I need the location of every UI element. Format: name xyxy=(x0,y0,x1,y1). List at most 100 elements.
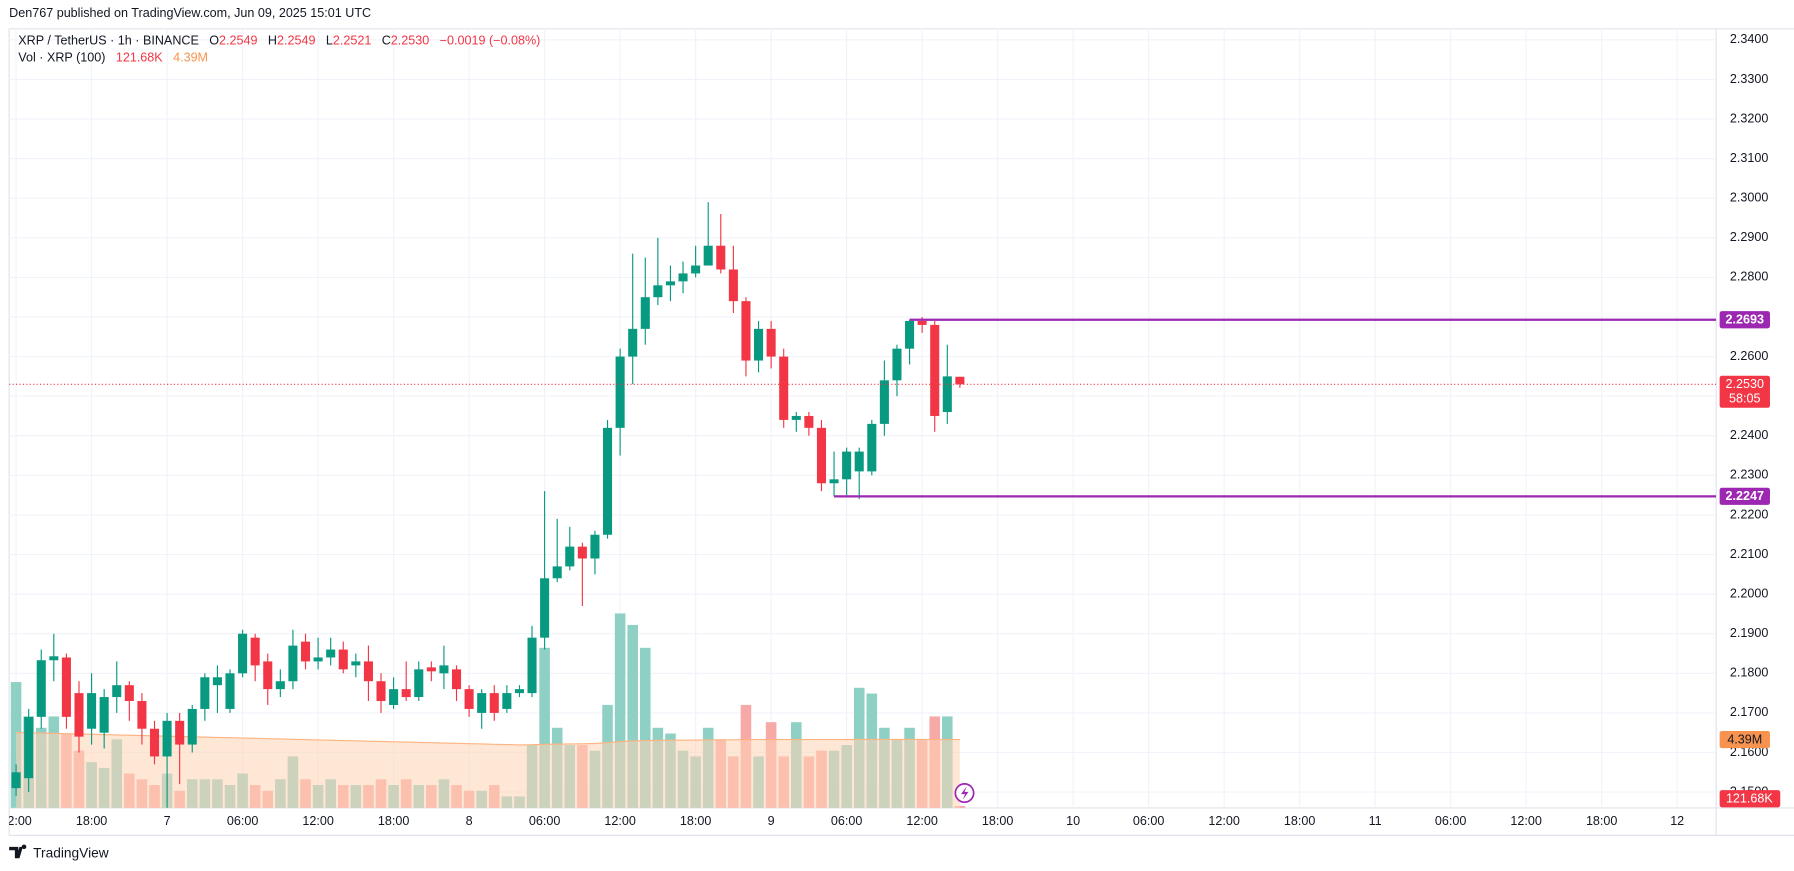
candle-body xyxy=(162,720,172,757)
candle-body xyxy=(24,716,34,779)
legend-value: 2.2530 xyxy=(391,34,429,48)
candle-body xyxy=(879,380,889,424)
x-tick-label: 18:00 xyxy=(378,814,409,828)
volume-ma-value: 4.39M xyxy=(1727,733,1762,747)
candle-body xyxy=(200,677,210,709)
y-tick-label: 2.3100 xyxy=(1730,151,1768,165)
candle-body xyxy=(401,689,411,698)
y-tick-label: 2.3200 xyxy=(1730,111,1768,125)
legend-key: L xyxy=(326,34,333,48)
x-tick-label: 06:00 xyxy=(1133,814,1164,828)
y-tick-label: 2.2000 xyxy=(1730,586,1768,600)
candle-body xyxy=(565,546,575,567)
x-tick-label: 06:00 xyxy=(831,814,862,828)
published-note: Den767 published on TradingView.com, Jun… xyxy=(9,6,371,20)
x-tick-label: 7 xyxy=(164,814,171,828)
candle-body xyxy=(854,451,864,472)
brand-logo xyxy=(9,844,27,859)
level-label-box xyxy=(1719,487,1770,505)
x-tick-label: 18:00 xyxy=(1586,814,1617,828)
y-tick-label: 2.1600 xyxy=(1730,745,1768,759)
y-tick-label: 2.2400 xyxy=(1730,428,1768,442)
candle-body xyxy=(640,297,650,329)
volume-bar xyxy=(614,613,626,808)
y-tick-label: 2.3000 xyxy=(1730,191,1768,205)
time-axis: 12:00 18:00 7 06:00 12:00 18:00 8 06:00 12:00 18:… xyxy=(0,814,1684,828)
candle-body xyxy=(149,728,160,757)
candle-body xyxy=(716,245,726,270)
x-tick-label: 12:00 xyxy=(0,814,31,828)
candle-body xyxy=(288,645,298,682)
y-tick-label: 2.1700 xyxy=(1730,705,1768,719)
legend-volume-value: 121.68K xyxy=(116,51,163,65)
last-price-box xyxy=(1719,375,1770,408)
x-tick-label: 12:00 xyxy=(604,814,635,828)
candle-body xyxy=(363,661,373,682)
candle-body xyxy=(955,376,965,385)
candle-body xyxy=(804,415,814,428)
candle-body xyxy=(124,685,134,702)
y-tick-label: 2.2800 xyxy=(1730,270,1768,284)
volume-bar xyxy=(539,647,550,808)
candle-body xyxy=(112,685,122,698)
candle-body xyxy=(74,693,84,737)
candle-body xyxy=(451,669,462,690)
x-tick-label: 18:00 xyxy=(680,814,711,828)
level-label: 2.2247 xyxy=(1726,489,1764,503)
x-tick-label: 12:00 xyxy=(302,814,333,828)
x-tick-label: 12:00 xyxy=(1510,814,1541,828)
candle-body xyxy=(389,689,399,705)
legend: XRP / TetherUS · 1h · BINANCE O2.2549 H2… xyxy=(18,34,540,65)
legend-volume-name: Vol · XRP (100) xyxy=(18,51,105,65)
candle-body xyxy=(439,665,449,674)
x-tick-label: 8 xyxy=(466,814,473,828)
legend-volume-ma: 4.39M xyxy=(173,51,208,65)
x-tick-label: 10 xyxy=(1066,814,1080,828)
x-tick-label: 12:00 xyxy=(906,814,937,828)
legend-symbol: XRP / TetherUS · 1h · BINANCE xyxy=(18,34,199,48)
price-pane xyxy=(9,202,1717,808)
last-price-label: 2.2530 xyxy=(1726,377,1764,391)
candle-body xyxy=(238,633,248,674)
candle-body xyxy=(351,661,361,666)
candle-body xyxy=(842,451,852,480)
candle-body xyxy=(212,677,222,686)
y-tick-label: 2.1900 xyxy=(1730,626,1768,640)
countdown-label: 58:05 xyxy=(1729,391,1760,405)
candle-body xyxy=(275,681,285,690)
candle-body xyxy=(577,546,587,559)
candle-body xyxy=(300,641,311,662)
volume-bar xyxy=(954,806,966,808)
alert-icon[interactable] xyxy=(954,783,975,804)
candle-body xyxy=(628,328,638,357)
candle-body xyxy=(49,656,59,661)
candle-body xyxy=(426,667,436,672)
level-label-box xyxy=(1719,311,1770,329)
candle-body xyxy=(514,689,524,694)
y-tick-label: 2.2900 xyxy=(1730,230,1768,244)
candle-body xyxy=(61,657,71,717)
legend-key: O xyxy=(209,34,219,48)
candle-body xyxy=(225,673,235,709)
candle-body xyxy=(892,348,902,381)
volume-ma-area xyxy=(16,732,960,808)
legend-change: −0.0019 (−0.08%) xyxy=(440,34,541,48)
volume-bar xyxy=(10,682,22,808)
legend-volume: Vol · XRP (100) 121.68K 4.39M xyxy=(18,51,208,65)
candle-body xyxy=(653,285,663,298)
candle-body xyxy=(87,693,97,729)
candle-body xyxy=(250,637,260,666)
volume-ma-box xyxy=(1719,731,1770,749)
candle-body xyxy=(36,660,46,717)
candle-body xyxy=(489,693,499,713)
candle-body xyxy=(376,681,386,702)
candle-body xyxy=(137,701,147,729)
price-axis: 2.15002.16002.17002.18002.19002.20002.21… xyxy=(1719,32,1781,808)
x-tick-label: 9 xyxy=(768,814,775,828)
y-tick-label: 2.3400 xyxy=(1730,32,1768,46)
last-volume-box xyxy=(1719,790,1781,808)
candle-body xyxy=(741,301,751,361)
candle-body xyxy=(615,356,625,428)
candle-body xyxy=(791,415,801,420)
x-tick-label: 18:00 xyxy=(982,814,1013,828)
